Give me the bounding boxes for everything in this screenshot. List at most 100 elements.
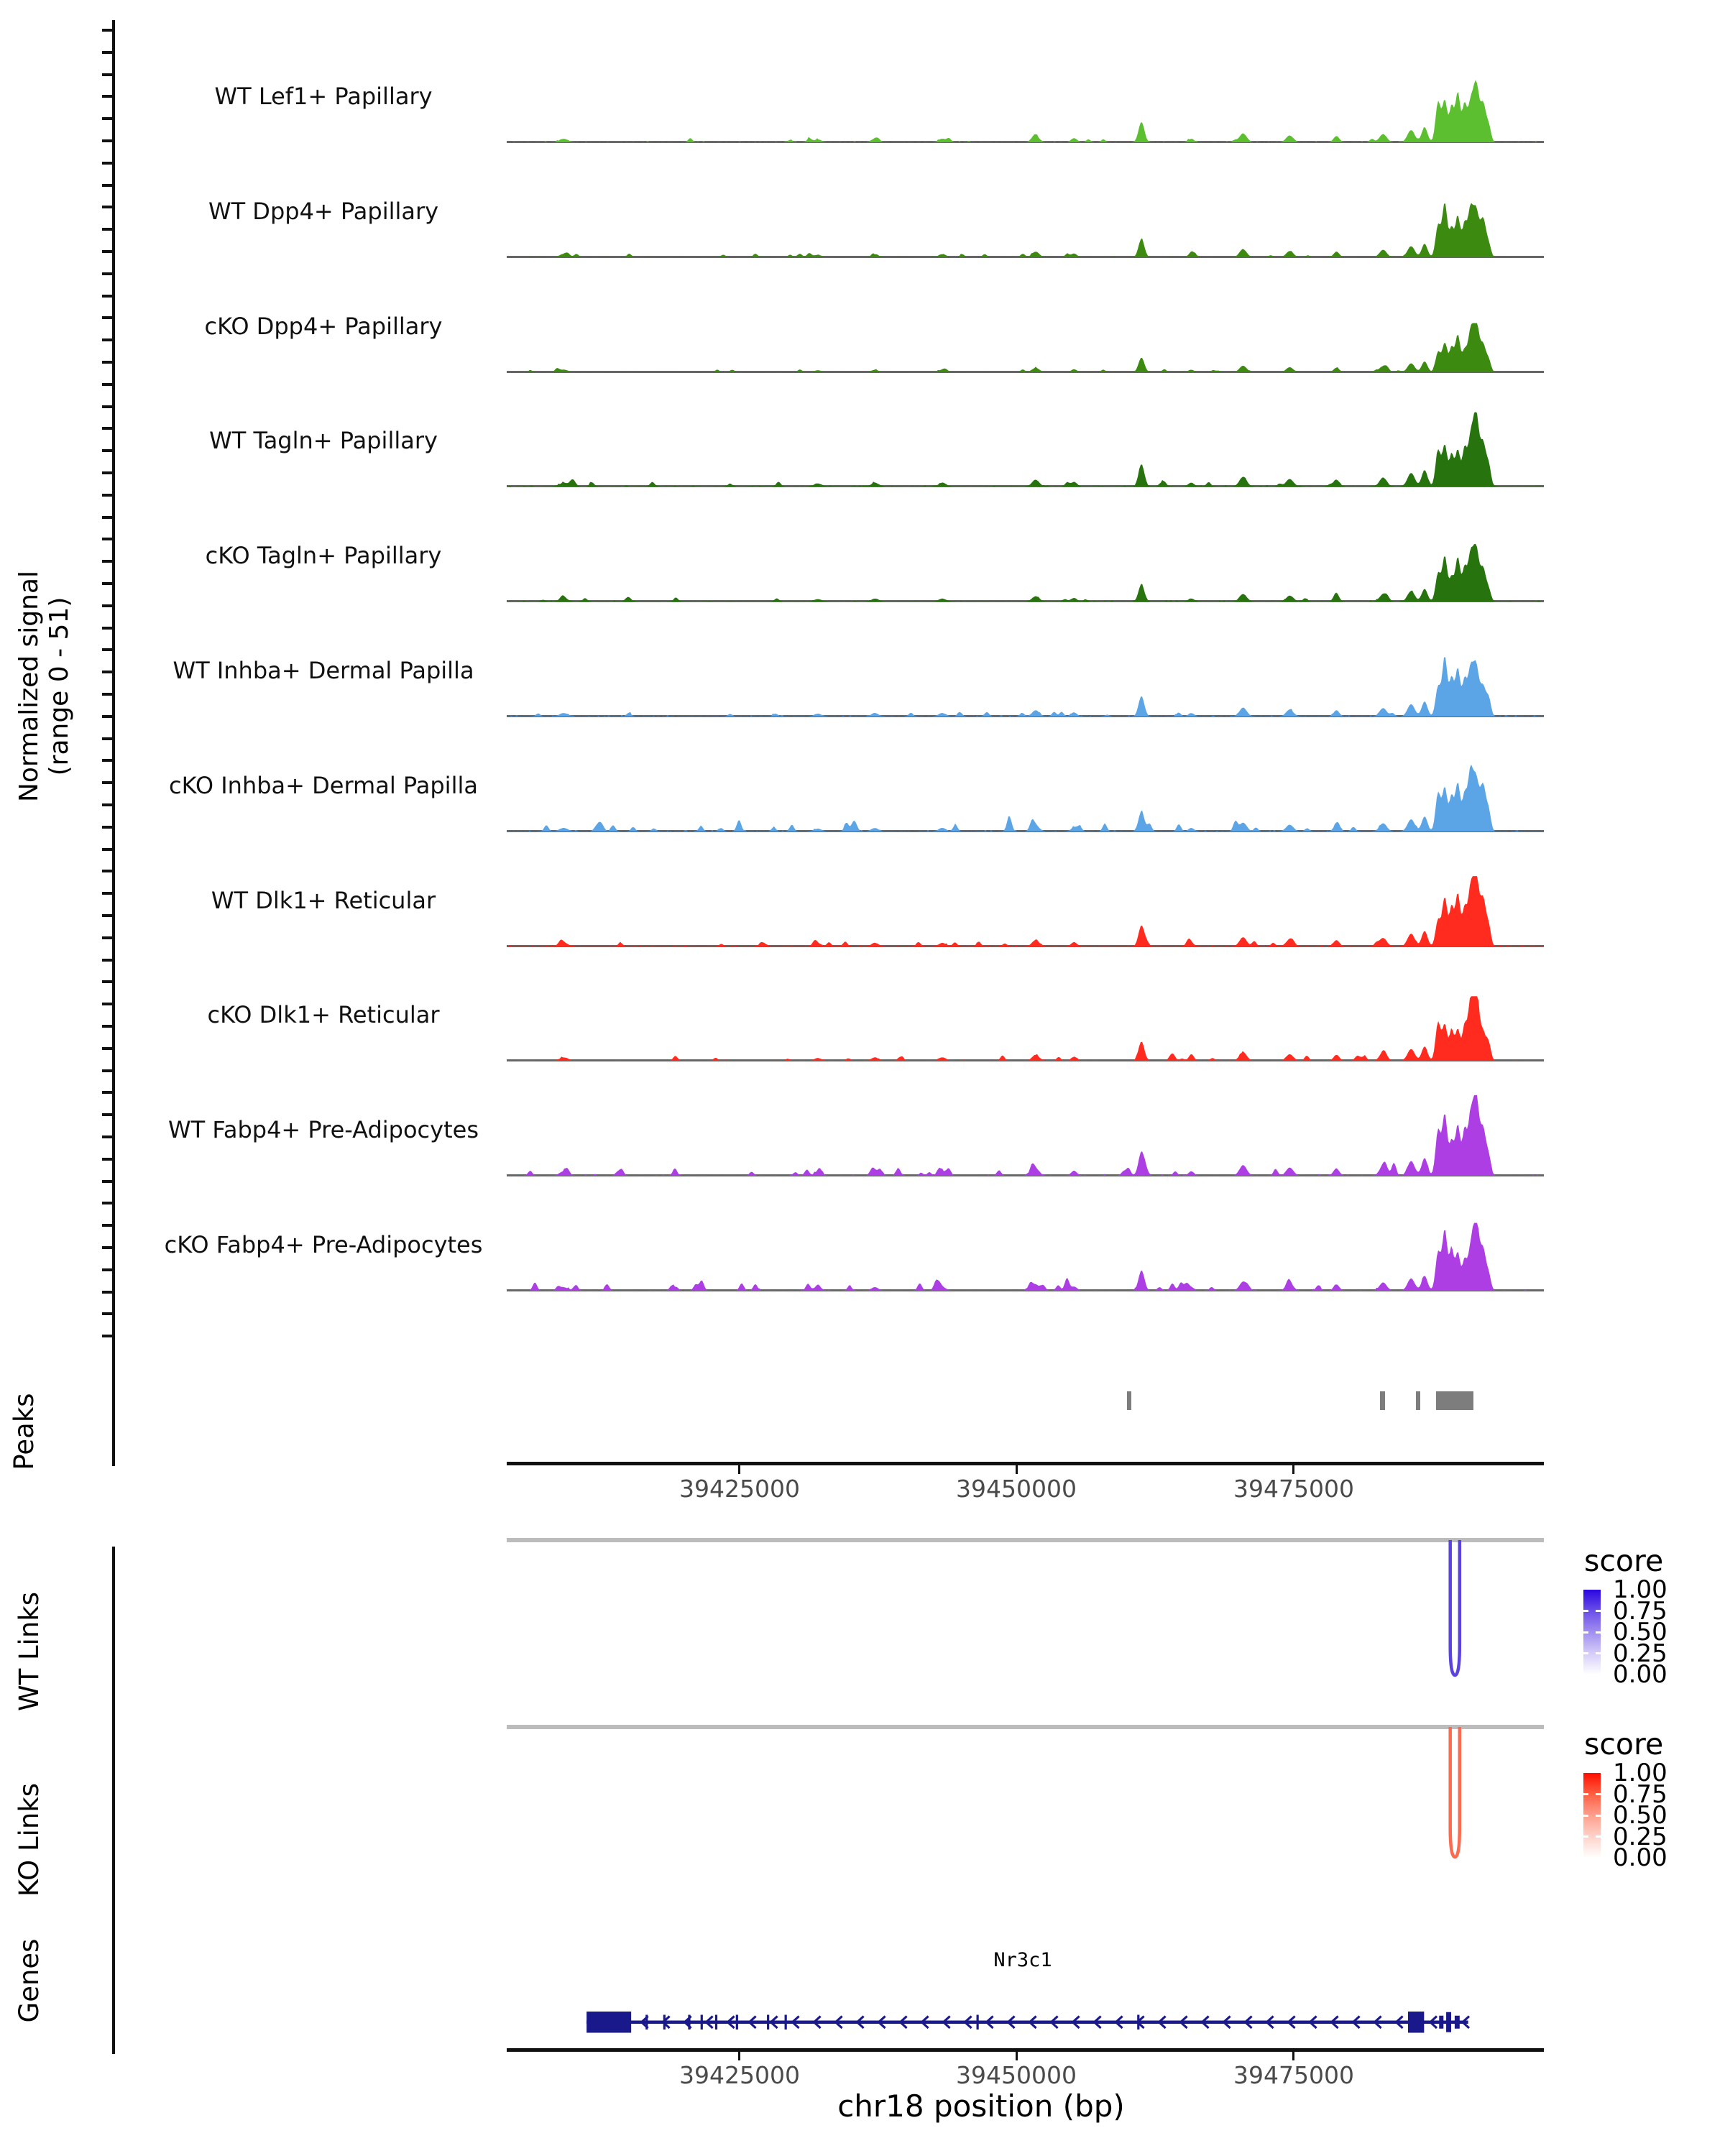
signal-axis-label: Normalized signal (range 0 - 51) bbox=[14, 521, 75, 852]
signal-y-axis-tick bbox=[102, 316, 112, 319]
wt-score-legend-title: score bbox=[1584, 1544, 1664, 1578]
legend-bar-tick bbox=[1596, 1631, 1601, 1634]
peak-interval bbox=[1416, 1391, 1420, 1410]
signal-y-axis-tick bbox=[102, 1335, 112, 1337]
ko-score-legend-title: score bbox=[1584, 1727, 1664, 1761]
legend-bar-tick bbox=[1583, 1652, 1588, 1654]
signal-y-axis-tick bbox=[102, 1268, 112, 1271]
signal-y-axis-tick bbox=[102, 914, 112, 917]
signal-y-axis-tick bbox=[102, 117, 112, 120]
signal-y-axis-tick bbox=[102, 892, 112, 895]
x-axis-tick bbox=[738, 1465, 740, 1474]
genes-bracket bbox=[112, 1909, 115, 2054]
signal-y-axis-tick bbox=[102, 627, 112, 630]
signal-track-wave bbox=[507, 764, 1544, 832]
legend-tick-label: 0.75 bbox=[1613, 1780, 1668, 1809]
signal-y-axis-tick bbox=[102, 51, 112, 54]
x-axis-tick-label: 39475000 bbox=[1233, 1475, 1354, 1503]
signal-track-label: cKO Dlk1+ Reticular bbox=[207, 1001, 440, 1029]
signal-y-axis-tick bbox=[102, 471, 112, 474]
x-axis-title: chr18 position (bp) bbox=[837, 2088, 1125, 2124]
signal-y-axis-tick bbox=[102, 250, 112, 253]
signal-y-axis-tick bbox=[102, 1202, 112, 1204]
signal-y-axis-tick bbox=[102, 1180, 112, 1183]
legend-tick-label: 1.00 bbox=[1613, 1759, 1668, 1787]
signal-track-wave bbox=[507, 323, 1544, 373]
gene-name-label: Nr3c1 bbox=[993, 1949, 1052, 1971]
signal-y-axis-tick bbox=[102, 494, 112, 497]
signal-y-axis-tick bbox=[102, 1091, 112, 1094]
signal-y-axis-tick bbox=[102, 361, 112, 364]
signal-y-axis-tick bbox=[102, 272, 112, 275]
signal-y-axis-tick bbox=[102, 206, 112, 208]
signal-y-axis-tick bbox=[102, 936, 112, 939]
wt-links-bracket bbox=[112, 1547, 115, 1759]
signal-y-axis-tick bbox=[102, 184, 112, 187]
legend-tick-label: 0.75 bbox=[1613, 1597, 1668, 1626]
x-axis-tick bbox=[1292, 2052, 1294, 2060]
signal-track-wave bbox=[507, 203, 1544, 258]
signal-y-axis-tick bbox=[102, 1135, 112, 1138]
wt-link-arc bbox=[1448, 1540, 1462, 1677]
signal-y-axis-tick bbox=[102, 1047, 112, 1050]
signal-y-axis-tick bbox=[102, 338, 112, 341]
signal-y-axis-tick bbox=[102, 781, 112, 784]
legend-bar-tick bbox=[1583, 1835, 1588, 1838]
peak-interval bbox=[1127, 1391, 1131, 1410]
signal-track-label: WT Fabp4+ Pre-Adipocytes bbox=[168, 1116, 479, 1144]
legend-tick-label: 0.25 bbox=[1613, 1823, 1668, 1851]
signal-track-wave bbox=[507, 543, 1544, 603]
gene-model bbox=[586, 2012, 1471, 2033]
legend-bar-tick bbox=[1583, 1631, 1588, 1634]
legend-tick-label: 0.00 bbox=[1613, 1843, 1668, 1872]
signal-y-axis-tick bbox=[102, 383, 112, 386]
signal-track-wave bbox=[507, 875, 1544, 947]
ko-link-arc bbox=[1448, 1727, 1462, 1859]
signal-y-axis-tick bbox=[102, 870, 112, 872]
legend-bar-tick bbox=[1596, 1835, 1601, 1838]
lower-x-axis-line bbox=[507, 2048, 1544, 2052]
signal-track-wave bbox=[507, 1222, 1544, 1291]
signal-y-axis-tick bbox=[102, 1158, 112, 1161]
legend-bar-tick bbox=[1596, 1815, 1601, 1817]
legend-tick-label: 0.50 bbox=[1613, 1801, 1668, 1830]
signal-track-wave bbox=[507, 996, 1544, 1062]
x-axis-tick-label: 39450000 bbox=[956, 1475, 1077, 1503]
signal-y-axis-tick bbox=[102, 95, 112, 98]
signal-y-axis-tick bbox=[102, 980, 112, 983]
x-axis-tick-label: 39450000 bbox=[956, 2061, 1077, 2089]
legend-bar-tick bbox=[1583, 1815, 1588, 1817]
signal-y-axis-tick bbox=[102, 538, 112, 540]
x-axis-tick bbox=[1292, 1465, 1294, 1474]
signal-y-axis-tick bbox=[102, 803, 112, 806]
signal-y-axis-tick bbox=[102, 604, 112, 607]
ko-links-baseline bbox=[507, 1725, 1544, 1729]
x-axis-tick bbox=[738, 2052, 740, 2060]
legend-tick-label: 0.25 bbox=[1613, 1639, 1668, 1668]
signal-y-axis-tick bbox=[102, 427, 112, 430]
legend-bar-tick bbox=[1583, 1610, 1588, 1612]
signal-y-axis-tick bbox=[102, 1003, 112, 1005]
legend-bar-tick bbox=[1583, 1793, 1588, 1795]
signal-y-axis-tick bbox=[102, 449, 112, 452]
legend-bar-tick bbox=[1596, 1652, 1601, 1654]
signal-track-label: cKO Fabp4+ Pre-Adipocytes bbox=[164, 1231, 483, 1258]
signal-y-axis-tick bbox=[102, 228, 112, 231]
x-axis-tick-label: 39425000 bbox=[679, 2061, 800, 2089]
peak-interval bbox=[1380, 1391, 1385, 1410]
signal-track-label: cKO Dpp4+ Papillary bbox=[204, 312, 443, 340]
signal-y-axis-tick bbox=[102, 826, 112, 829]
signal-y-axis-tick bbox=[102, 1025, 112, 1028]
peaks-section-label: Peaks bbox=[8, 1393, 40, 1470]
signal-track-wave bbox=[507, 657, 1544, 717]
signal-y-axis-tick bbox=[102, 648, 112, 651]
upper-x-axis-line bbox=[507, 1462, 1544, 1465]
signal-track-wave bbox=[507, 80, 1544, 143]
signal-y-axis-tick bbox=[102, 715, 112, 718]
signal-y-axis-tick bbox=[102, 73, 112, 76]
signal-y-axis-tick bbox=[102, 162, 112, 165]
signal-y-axis-tick bbox=[102, 959, 112, 962]
signal-track-label: WT Tagln+ Papillary bbox=[209, 427, 438, 455]
signal-track-label: WT Dpp4+ Papillary bbox=[208, 197, 439, 225]
